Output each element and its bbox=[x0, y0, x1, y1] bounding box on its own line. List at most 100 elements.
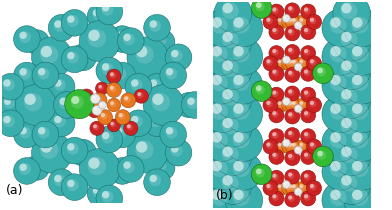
Circle shape bbox=[90, 94, 100, 104]
Circle shape bbox=[98, 85, 102, 88]
Circle shape bbox=[274, 98, 289, 112]
Circle shape bbox=[15, 85, 56, 125]
Circle shape bbox=[333, 52, 370, 90]
Circle shape bbox=[110, 72, 116, 79]
Circle shape bbox=[288, 101, 294, 107]
Circle shape bbox=[301, 191, 316, 206]
Circle shape bbox=[214, 138, 252, 176]
Circle shape bbox=[322, 38, 359, 75]
Text: (a): (a) bbox=[6, 184, 24, 197]
Circle shape bbox=[222, 2, 239, 19]
Circle shape bbox=[87, 4, 112, 29]
Circle shape bbox=[344, 9, 381, 47]
Circle shape bbox=[256, 168, 265, 177]
Circle shape bbox=[296, 23, 298, 25]
Circle shape bbox=[256, 2, 265, 11]
Circle shape bbox=[137, 92, 141, 96]
Circle shape bbox=[131, 116, 138, 123]
Circle shape bbox=[54, 175, 62, 182]
Circle shape bbox=[155, 160, 166, 172]
Circle shape bbox=[330, 17, 347, 34]
Circle shape bbox=[150, 30, 175, 55]
Circle shape bbox=[341, 175, 352, 186]
Circle shape bbox=[102, 191, 113, 203]
Circle shape bbox=[292, 59, 298, 66]
Circle shape bbox=[110, 122, 114, 125]
Circle shape bbox=[304, 91, 308, 95]
Circle shape bbox=[96, 57, 123, 84]
Circle shape bbox=[352, 131, 368, 148]
Circle shape bbox=[269, 46, 284, 61]
Circle shape bbox=[233, 103, 250, 120]
Circle shape bbox=[272, 152, 279, 159]
Circle shape bbox=[344, 152, 381, 190]
Circle shape bbox=[288, 71, 292, 75]
Circle shape bbox=[187, 97, 195, 105]
Circle shape bbox=[127, 124, 131, 128]
Circle shape bbox=[294, 188, 302, 196]
Circle shape bbox=[285, 18, 291, 24]
Circle shape bbox=[285, 101, 291, 107]
Circle shape bbox=[203, 95, 241, 133]
Circle shape bbox=[222, 117, 239, 134]
Circle shape bbox=[284, 141, 286, 143]
Circle shape bbox=[272, 194, 279, 201]
Circle shape bbox=[100, 103, 103, 106]
Circle shape bbox=[299, 18, 305, 24]
Circle shape bbox=[251, 164, 272, 185]
Circle shape bbox=[296, 148, 299, 151]
Circle shape bbox=[317, 150, 326, 160]
Circle shape bbox=[94, 107, 99, 112]
Circle shape bbox=[20, 68, 27, 76]
Circle shape bbox=[54, 20, 66, 32]
Circle shape bbox=[212, 189, 222, 200]
Circle shape bbox=[14, 121, 40, 148]
Circle shape bbox=[91, 108, 96, 113]
Circle shape bbox=[222, 88, 239, 105]
Circle shape bbox=[304, 173, 310, 180]
Circle shape bbox=[124, 121, 138, 135]
Circle shape bbox=[233, 161, 244, 171]
Circle shape bbox=[272, 91, 276, 95]
Circle shape bbox=[102, 132, 109, 139]
Circle shape bbox=[278, 18, 281, 22]
Circle shape bbox=[3, 79, 15, 91]
Circle shape bbox=[304, 7, 308, 12]
Circle shape bbox=[176, 93, 201, 117]
Circle shape bbox=[296, 98, 310, 112]
Circle shape bbox=[38, 68, 49, 80]
Circle shape bbox=[96, 185, 123, 210]
Circle shape bbox=[251, 0, 272, 18]
Circle shape bbox=[304, 70, 308, 74]
Circle shape bbox=[96, 82, 108, 95]
Circle shape bbox=[149, 115, 161, 127]
Circle shape bbox=[310, 101, 316, 107]
Circle shape bbox=[211, 45, 228, 62]
Circle shape bbox=[65, 89, 94, 119]
Circle shape bbox=[149, 79, 161, 91]
Circle shape bbox=[222, 3, 233, 13]
Circle shape bbox=[54, 174, 66, 186]
Circle shape bbox=[341, 60, 358, 77]
Circle shape bbox=[48, 14, 75, 41]
Circle shape bbox=[67, 51, 79, 63]
Circle shape bbox=[352, 46, 363, 56]
Circle shape bbox=[301, 87, 316, 102]
Circle shape bbox=[284, 182, 286, 185]
Circle shape bbox=[225, 9, 263, 47]
Circle shape bbox=[233, 17, 250, 34]
Circle shape bbox=[87, 181, 112, 206]
Circle shape bbox=[131, 116, 143, 127]
Circle shape bbox=[341, 31, 358, 48]
Circle shape bbox=[91, 108, 94, 111]
Circle shape bbox=[301, 170, 316, 185]
Circle shape bbox=[110, 101, 116, 107]
Circle shape bbox=[225, 66, 263, 104]
Circle shape bbox=[96, 0, 123, 25]
Circle shape bbox=[304, 28, 308, 32]
Circle shape bbox=[109, 62, 136, 89]
Circle shape bbox=[296, 189, 299, 193]
Circle shape bbox=[330, 132, 341, 143]
Circle shape bbox=[70, 44, 96, 71]
Circle shape bbox=[288, 89, 292, 93]
